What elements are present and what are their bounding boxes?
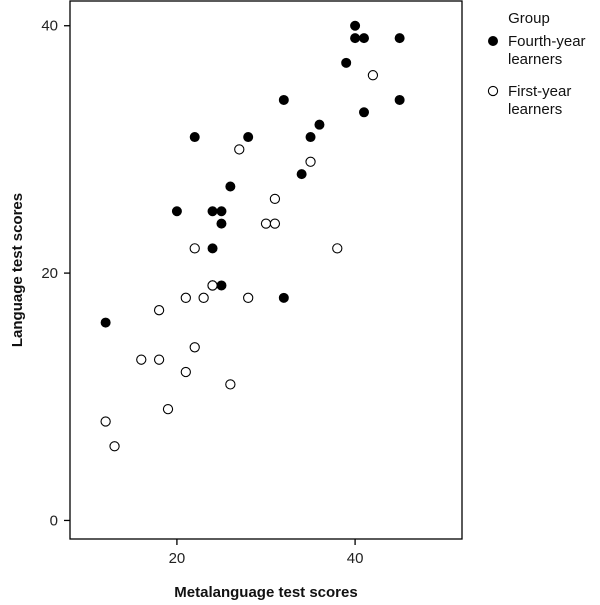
fourth-year-point (278, 94, 289, 105)
fourth-year-point (225, 181, 236, 192)
fourth-year-point (216, 280, 227, 291)
first-year-point (162, 403, 174, 415)
fourth-year-point (207, 243, 218, 254)
fourth-year-point (350, 33, 361, 44)
first-year-point (260, 218, 272, 229)
first-year-point (109, 441, 120, 452)
plot-frame (69, 0, 463, 540)
first-year-point (136, 354, 147, 365)
y-tick-label: 0 (50, 512, 58, 529)
first-year-point (234, 144, 245, 155)
first-year-point (269, 218, 281, 229)
y-tick-label: 40 (41, 18, 58, 35)
fourth-year-point (207, 206, 218, 217)
first-year-point (180, 366, 191, 378)
x-axis-title: Metalanguage test scores (174, 584, 357, 601)
y-axis-title: Language test scores (9, 193, 26, 347)
fourth-year-point (358, 33, 369, 44)
legend-fourth-year-label: Fourth-year learners (508, 33, 586, 68)
fourth-year-point (341, 57, 352, 68)
legend-first-year-marker (487, 85, 499, 97)
first-year-point (100, 416, 111, 427)
legend: Group Fourth-year learners First-year learn… (487, 10, 586, 118)
y-tick-label: 20 (41, 265, 58, 282)
fourth-year-point (243, 132, 254, 143)
first-year-point (153, 305, 165, 316)
fourth-year-point (171, 206, 182, 217)
x-tick-label: 40 (347, 550, 364, 567)
first-year-point (189, 243, 200, 254)
first-year-point (367, 70, 379, 81)
fourth-year-point (358, 107, 369, 118)
fourth-year-point (216, 206, 227, 217)
first-year-point (189, 342, 200, 353)
fourth-year-point (314, 119, 325, 130)
axis-ticks: 0 20 40 20 40 (41, 18, 363, 567)
first-year-point (243, 292, 254, 303)
fourth-year-point (189, 132, 200, 143)
first-year-point (207, 280, 218, 291)
legend-title: Group (508, 10, 550, 27)
first-year-point (332, 243, 343, 254)
legend-fourth-year-marker (487, 36, 498, 47)
fourth-year-point (100, 317, 111, 328)
fourth-year-point (216, 218, 227, 229)
legend-first-year-label: First-year learners (508, 83, 571, 118)
first-year-point (180, 292, 191, 303)
first-year-point (305, 156, 316, 167)
fourth-year-point (278, 292, 289, 303)
fourth-year-point (394, 33, 405, 44)
fourth-year-point (296, 169, 307, 180)
fourth-year-point (394, 94, 405, 105)
fourth-year-point (350, 20, 361, 31)
x-tick-label: 20 (169, 550, 186, 567)
data-points (100, 20, 405, 452)
first-year-point (225, 379, 236, 390)
fourth-year-point (305, 132, 316, 143)
first-year-point (198, 292, 209, 303)
first-year-point (269, 193, 281, 205)
first-year-point (153, 354, 165, 365)
